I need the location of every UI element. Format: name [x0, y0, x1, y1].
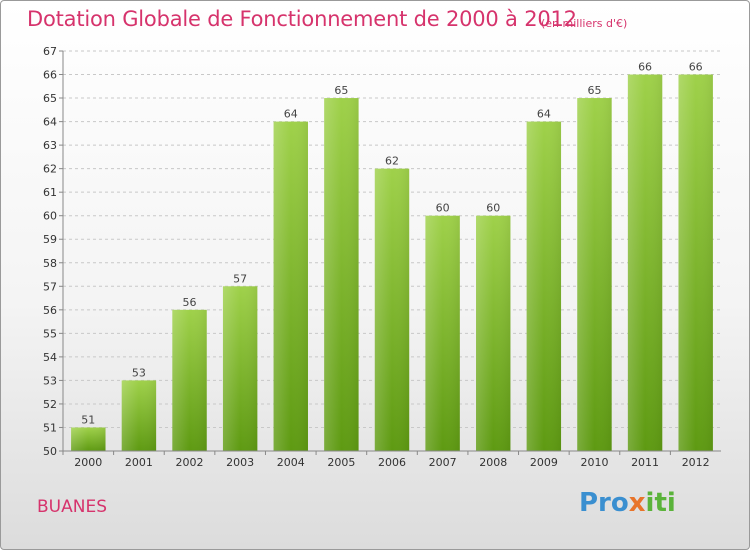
data-label: 60: [486, 202, 500, 215]
y-axis: 50 51 52 53 54 55 56 57 58 59 60 61 62 63 64 65 66 67: [43, 45, 64, 458]
y-tick-label: 63: [43, 139, 57, 152]
bar-shine: [324, 98, 359, 451]
x-tick-label: 2001: [125, 456, 153, 469]
x-tick-label: 2005: [327, 456, 355, 469]
data-label: 64: [284, 108, 298, 121]
x-tick-label: 2011: [631, 456, 659, 469]
y-tick-label: 66: [43, 69, 57, 82]
commune-name: BUANES: [37, 497, 107, 517]
data-label: 64: [537, 108, 551, 121]
bars: 51 53 56 57 64 65 62 60 60 64 65 66 66: [71, 61, 713, 452]
x-tick-label: 2007: [429, 456, 457, 469]
y-tick-label: 61: [43, 186, 57, 199]
y-tick-label: 54: [43, 351, 57, 364]
y-tick-label: 50: [43, 445, 57, 458]
data-label: 57: [233, 272, 247, 285]
bar-shine: [526, 121, 562, 452]
data-label: 51: [81, 413, 95, 426]
bar-shine: [476, 215, 511, 451]
logo-part: iti: [645, 488, 676, 518]
x-tick-label: 2012: [682, 456, 710, 469]
x-tick-label: 2004: [277, 456, 305, 469]
bar-shine: [71, 427, 106, 451]
y-tick-label: 60: [43, 210, 57, 223]
bar-shine: [425, 215, 460, 451]
y-tick-label: 65: [43, 92, 57, 105]
y-tick-label: 52: [43, 398, 57, 411]
data-label: 65: [334, 84, 348, 97]
y-tick-label: 53: [43, 374, 57, 387]
data-label: 66: [638, 61, 652, 74]
bar-shine: [678, 74, 713, 451]
chart-title: Dotation Globale de Fonctionnement de 20…: [27, 7, 577, 31]
y-tick-label: 58: [43, 257, 57, 270]
x-tick-label: 2000: [74, 456, 102, 469]
x-tick-label: 2006: [378, 456, 406, 469]
proxiti-logo[interactable]: Proxiti: [579, 488, 676, 518]
x-tick-label: 2003: [226, 456, 254, 469]
bar-shine: [627, 74, 663, 451]
bar-shine: [374, 168, 410, 451]
data-label: 53: [132, 366, 146, 379]
logo-part: Pro: [579, 488, 629, 518]
x-tick-label: 2009: [530, 456, 558, 469]
x-tick-label: 2008: [479, 456, 507, 469]
data-label: 62: [385, 155, 399, 168]
bar-shine: [273, 121, 308, 452]
data-label: 56: [183, 296, 197, 309]
y-tick-label: 57: [43, 280, 57, 293]
bar-shine: [222, 286, 258, 451]
data-label: 65: [587, 84, 601, 97]
data-label: 60: [436, 202, 450, 215]
bar-shine: [121, 380, 157, 451]
bar-shine: [172, 309, 207, 451]
logo-part: x: [628, 488, 646, 518]
x-tick-label: 2010: [580, 456, 608, 469]
bar-shine: [577, 98, 612, 451]
y-tick-label: 55: [43, 327, 57, 340]
y-tick-label: 56: [43, 304, 57, 317]
y-tick-label: 64: [43, 116, 57, 129]
x-tick-label: 2002: [176, 456, 204, 469]
y-tick-label: 59: [43, 233, 57, 246]
y-tick-label: 62: [43, 163, 57, 176]
chart-unit: (en milliers d'€): [541, 17, 628, 30]
data-label: 66: [689, 61, 703, 74]
y-tick-label: 51: [43, 421, 57, 434]
x-axis: 2000 2001 2002 2003 2004 2005 2006 2007 2008 2009…: [62, 450, 721, 469]
y-tick-label: 67: [43, 45, 57, 58]
